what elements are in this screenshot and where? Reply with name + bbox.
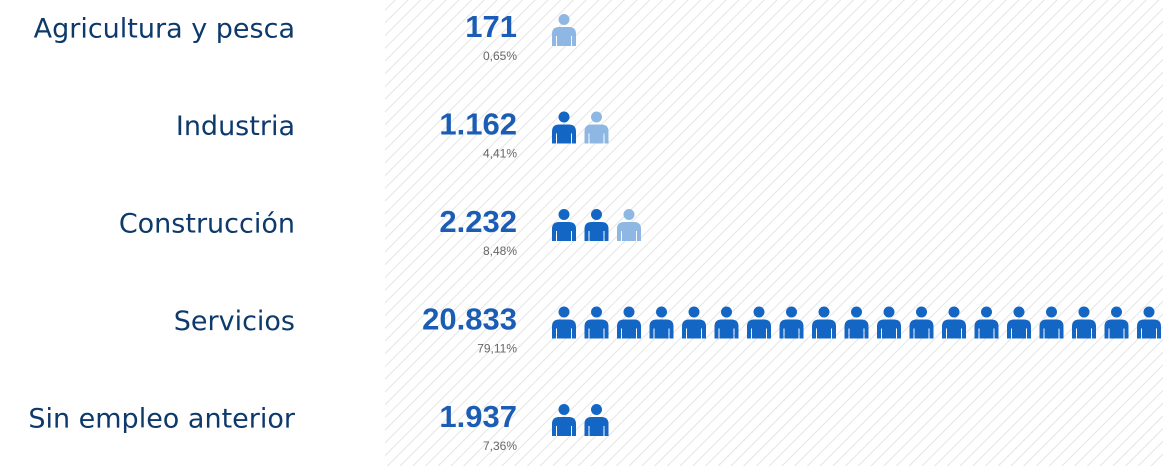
icon-body	[877, 319, 901, 339]
percentage-label: 8,48%	[483, 244, 517, 258]
icon-head	[851, 306, 862, 318]
icon-body	[779, 319, 804, 339]
category-label: Industria	[176, 111, 295, 142]
icon-body	[812, 319, 836, 339]
icon-head	[883, 306, 895, 318]
icon-head	[1078, 306, 1090, 318]
icon-body	[552, 222, 576, 241]
person-icon	[812, 306, 836, 339]
value-label: 2.232	[439, 204, 517, 239]
icon-head	[558, 404, 570, 415]
icon-body	[1039, 319, 1064, 339]
icon-body	[552, 417, 576, 436]
value-label: 1.162	[439, 107, 517, 142]
icon-body	[552, 319, 576, 339]
icon-body	[584, 124, 609, 144]
hatched-background	[385, 0, 1163, 466]
icon-head	[558, 209, 570, 220]
icon-head	[591, 111, 602, 123]
icon-body	[552, 124, 576, 144]
person-icon	[552, 306, 576, 339]
person-icon	[552, 209, 576, 241]
value-label: 171	[465, 9, 517, 44]
person-icon	[779, 306, 804, 339]
person-icon	[909, 306, 934, 339]
person-icon	[1039, 306, 1064, 339]
icon-head	[558, 111, 570, 123]
person-icon	[1104, 306, 1129, 339]
icon-head	[558, 306, 570, 318]
person-icon	[1072, 306, 1096, 339]
category-label: Construcción	[119, 209, 295, 240]
icon-body	[649, 319, 674, 339]
icon-body	[617, 222, 641, 241]
person-icon	[584, 306, 609, 339]
icon-head	[656, 306, 667, 318]
person-icon	[552, 111, 576, 144]
person-icon	[649, 306, 674, 339]
icon-head	[623, 209, 635, 220]
value-label: 1.937	[439, 399, 517, 434]
icon-head	[753, 306, 765, 318]
icon-body	[1104, 319, 1129, 339]
person-icon	[1007, 306, 1031, 339]
percentage-label: 0,65%	[483, 49, 517, 63]
person-icon	[714, 306, 739, 339]
icon-head	[1046, 306, 1057, 318]
icon-body	[1072, 319, 1096, 339]
person-icon	[552, 404, 576, 436]
person-icon	[617, 209, 641, 241]
person-icon	[584, 111, 609, 144]
category-label: Agricultura y pesca	[34, 14, 295, 45]
value-label: 20.833	[422, 302, 517, 337]
icon-head	[786, 306, 797, 318]
icon-head	[623, 306, 635, 318]
icon-body	[682, 319, 706, 339]
person-icon	[617, 306, 641, 339]
percentage-label: 7,36%	[483, 439, 517, 453]
percentage-label: 79,11%	[477, 342, 517, 356]
category-label: Sin empleo anterior	[28, 404, 296, 435]
icon-body	[584, 319, 609, 339]
person-icon	[844, 306, 869, 339]
icon-head	[591, 209, 602, 220]
icon-body	[909, 319, 934, 339]
percentage-label: 4,41%	[483, 147, 517, 161]
icon-head	[1143, 306, 1155, 318]
icon-body	[942, 319, 966, 339]
icon-body	[714, 319, 739, 339]
icon-head	[721, 306, 732, 318]
icon-head	[1111, 306, 1122, 318]
person-icon	[877, 306, 901, 339]
icon-body	[617, 319, 641, 339]
icon-head	[981, 306, 992, 318]
icon-body	[584, 417, 609, 436]
icon-head	[558, 14, 570, 25]
person-icon	[1137, 306, 1161, 339]
person-icon	[747, 306, 771, 339]
category-label: Servicios	[174, 306, 295, 337]
person-icon	[552, 14, 576, 46]
icon-head	[688, 306, 700, 318]
person-icon	[942, 306, 966, 339]
icon-body	[1007, 319, 1031, 339]
icon-head	[818, 306, 830, 318]
icon-head	[948, 306, 960, 318]
icon-body	[584, 222, 609, 241]
person-icon	[584, 209, 609, 241]
person-icon	[974, 306, 999, 339]
icon-body	[552, 27, 576, 46]
icon-body	[974, 319, 999, 339]
icon-head	[591, 306, 602, 318]
icon-body	[1137, 319, 1161, 339]
person-icon	[584, 404, 609, 436]
person-icon	[682, 306, 706, 339]
icon-body	[844, 319, 869, 339]
icon-head	[1013, 306, 1025, 318]
icon-body	[747, 319, 771, 339]
icon-head	[916, 306, 927, 318]
icon-head	[591, 404, 602, 415]
